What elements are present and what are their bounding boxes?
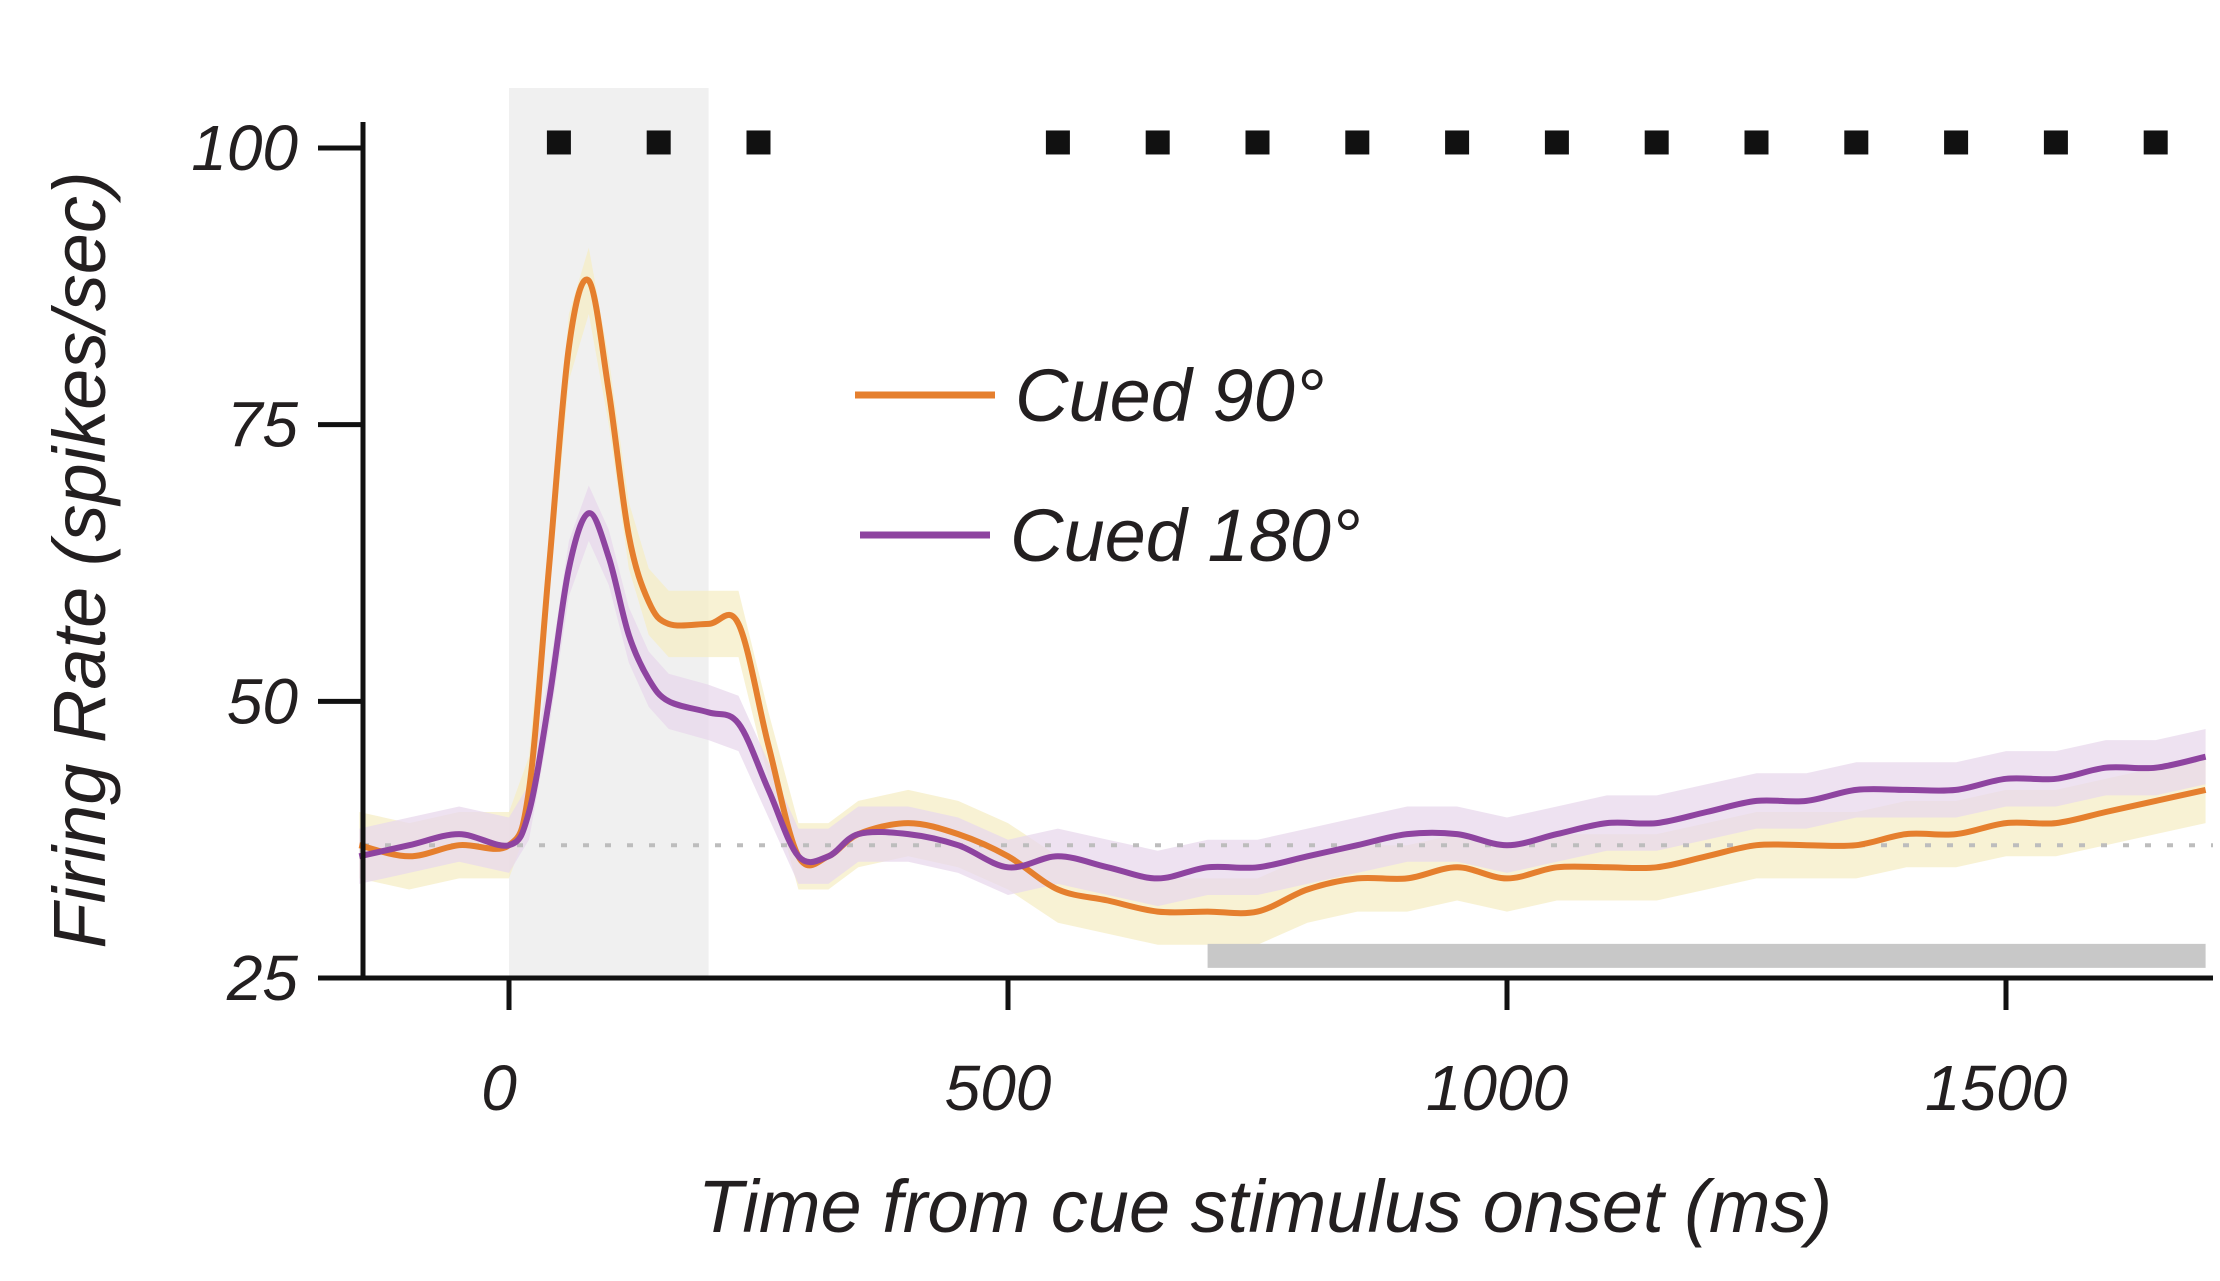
x-tick-label: 1500 [1925, 1052, 2068, 1124]
legend-label-2: Cued 180° [1010, 494, 1361, 577]
x-axis-title: Time from cue stimulus onset (ms) [698, 1165, 1832, 1248]
y-tick-label: 75 [227, 389, 299, 461]
significance-marker [546, 130, 571, 155]
significance-marker [1045, 130, 1070, 155]
significance-marker [1445, 130, 1470, 155]
significance-markers [546, 130, 2168, 155]
x-tick-label: 500 [945, 1052, 1052, 1124]
y-axis-title: Firing Rate (spikes/sec) [38, 171, 121, 948]
series-lines [358, 276, 2207, 917]
y-tick-label: 100 [191, 112, 298, 184]
significance-marker [1644, 130, 1669, 155]
x-tick-label: 1000 [1426, 1052, 1569, 1124]
significance-marker [1145, 130, 1170, 155]
significance-marker [746, 130, 771, 155]
significance-marker [1844, 130, 1869, 155]
significance-marker [1245, 130, 1270, 155]
y-tick-label: 50 [227, 665, 299, 737]
significance-marker [1345, 130, 1370, 155]
significance-marker [1744, 130, 1769, 155]
significance-marker [2043, 130, 2068, 155]
significance-bar-rect [1207, 943, 2206, 968]
legend-label-1: Cued 90° [1015, 354, 1324, 437]
series-line-2 [358, 510, 2207, 882]
legend: Cued 90° Cued 180° [855, 354, 1361, 577]
significance-marker [2143, 130, 2168, 155]
x-tick-label: 0 [481, 1052, 517, 1124]
series-line-1 [358, 276, 2207, 917]
axes [318, 122, 2213, 1010]
error-band-1 [359, 247, 2206, 945]
significance-bar [1207, 943, 2206, 968]
y-tick-label: 25 [226, 942, 299, 1014]
significance-marker [1544, 130, 1569, 155]
significance-marker [646, 130, 671, 155]
significance-marker [1944, 130, 1969, 155]
